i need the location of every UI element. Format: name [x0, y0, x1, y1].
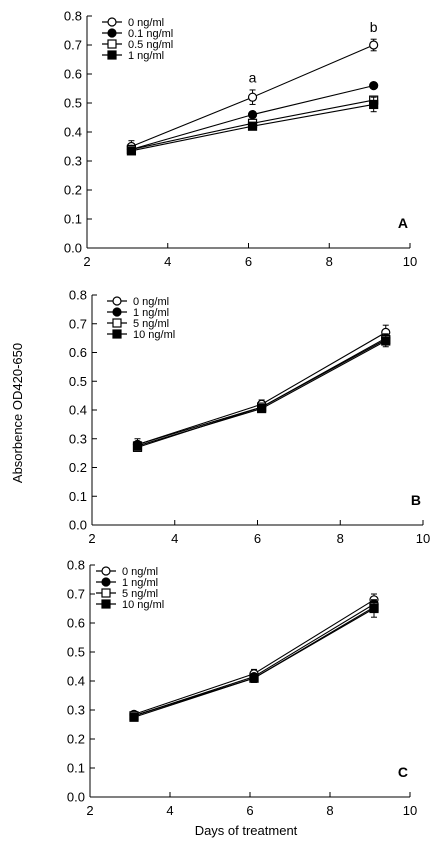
series-line-4: [137, 340, 387, 447]
chart-panel-C: 0.0 0.1 0.2 0.3 0.4 0.5 0.6 0.7 0.8 2 4 6 8 10 0 ng/ml…: [67, 558, 417, 819]
legend-label: 0 ng/ml: [122, 566, 158, 578]
data-point-s4: [126, 146, 137, 156]
data-point-s4: [369, 603, 379, 614]
legend-label: 0 ng/ml: [128, 17, 164, 29]
y-tick-label: 0.5: [69, 374, 87, 389]
data-point-s4: [247, 121, 258, 131]
y-tick-label: 0.7: [64, 38, 82, 53]
y-tick-label: 0.8: [69, 288, 87, 303]
panel-label: B: [411, 492, 421, 508]
y-tick-label: 0.4: [64, 125, 82, 140]
legend-marker: [107, 17, 117, 27]
annotation-label: b: [370, 19, 378, 35]
y-tick-label: 0.0: [67, 790, 85, 805]
legend-marker: [101, 588, 111, 598]
chart-panel-A: 0.0 0.1 0.2 0.3 0.4 0.5 0.6 0.7 0.8 2 4 6 8 10 a b 0 ng/…: [64, 9, 417, 270]
x-tick-label: 4: [166, 803, 173, 818]
legend-marker: [112, 307, 122, 317]
y-tick-label: 0.2: [64, 183, 82, 198]
x-tick-label: 8: [326, 254, 333, 269]
legend-marker: [101, 599, 111, 609]
data-point-s4: [129, 712, 139, 722]
legend-label: 1 ng/ml: [128, 50, 164, 62]
y-tick-label: 0.3: [69, 431, 87, 446]
data-point-s1: [369, 40, 379, 50]
series-line-3: [133, 606, 375, 717]
y-tick-label: 0.4: [67, 674, 85, 689]
legend-marker: [101, 577, 111, 587]
data-point-s2: [247, 109, 258, 120]
x-tick-label: 2: [88, 531, 95, 546]
y-tick-label: 0.5: [67, 645, 85, 660]
y-tick-label: 0.1: [64, 212, 82, 227]
chart-panel-B: 0.0 0.1 0.2 0.3 0.4 0.5 0.6 0.7 0.8 2 4 6 8 10 0 ng/ml…: [69, 288, 430, 547]
x-tick-label: 10: [403, 254, 417, 269]
y-tick-label: 0.6: [64, 67, 82, 82]
y-tick-label: 0.2: [69, 460, 87, 475]
legend-marker: [107, 39, 117, 49]
panel-label: A: [398, 215, 408, 231]
legend-marker: [112, 296, 122, 306]
y-tick-label: 0.0: [69, 518, 87, 533]
data-point-s4: [369, 99, 379, 110]
series-line-1: [133, 599, 375, 715]
x-tick-label: 8: [326, 803, 333, 818]
y-tick-label: 0.4: [69, 403, 87, 418]
legend-label: 1 ng/ml: [122, 577, 158, 589]
data-point-s1: [247, 92, 258, 102]
x-tick-label: 4: [171, 531, 178, 546]
y-tick-label: 0.8: [67, 558, 85, 573]
x-tick-label: 2: [86, 803, 93, 818]
legend-marker: [107, 28, 117, 38]
series-line-3: [137, 339, 387, 448]
y-axis-title: Absorbence OD420-650: [10, 343, 25, 483]
y-tick-label: 0.1: [69, 489, 87, 504]
x-tick-label: 6: [245, 254, 252, 269]
legend-label: 10 ng/ml: [122, 599, 164, 611]
data-point-s4: [132, 441, 143, 451]
x-tick-label: 6: [246, 803, 253, 818]
y-tick-label: 0.2: [67, 732, 85, 747]
legend-label: 5 ng/ml: [133, 318, 169, 330]
x-tick-label: 8: [337, 531, 344, 546]
legend-marker: [112, 329, 122, 339]
y-tick-label: 0.3: [64, 154, 82, 169]
x-tick-label: 2: [83, 254, 90, 269]
legend-label: 5 ng/ml: [122, 588, 158, 600]
legend-label: 0 ng/ml: [133, 296, 169, 308]
y-tick-label: 0.7: [67, 587, 85, 602]
series-line-2: [133, 603, 375, 717]
data-point-s2: [369, 80, 379, 91]
y-tick-label: 0.5: [64, 96, 82, 111]
x-tick-label: 10: [416, 531, 430, 546]
legend-label: 0.5 ng/ml: [128, 39, 173, 51]
x-tick-label: 4: [164, 254, 171, 269]
panel-label: C: [398, 764, 408, 780]
series-line-1: [137, 331, 387, 446]
legend-label: 1 ng/ml: [133, 307, 169, 319]
annotation-label: a: [249, 70, 257, 86]
data-point-s4: [381, 336, 391, 346]
data-point-s4: [257, 403, 267, 414]
legend-label: 0.1 ng/ml: [128, 28, 173, 40]
legend-label: 10 ng/ml: [133, 329, 175, 341]
y-tick-label: 0.1: [67, 761, 85, 776]
data-point-s4: [249, 673, 259, 683]
x-tick-label: 6: [254, 531, 261, 546]
x-axis-title: Days of treatment: [195, 823, 298, 838]
legend-marker: [112, 318, 122, 328]
legend-marker: [101, 566, 111, 576]
series-line-4: [133, 608, 375, 718]
y-tick-label: 0.6: [69, 345, 87, 360]
y-tick-label: 0.8: [64, 9, 82, 24]
x-tick-label: 10: [403, 803, 417, 818]
y-tick-label: 0.3: [67, 703, 85, 718]
y-tick-label: 0.7: [69, 316, 87, 331]
y-tick-label: 0.6: [67, 616, 85, 631]
legend-marker: [107, 50, 117, 60]
y-tick-label: 0.0: [64, 241, 82, 256]
